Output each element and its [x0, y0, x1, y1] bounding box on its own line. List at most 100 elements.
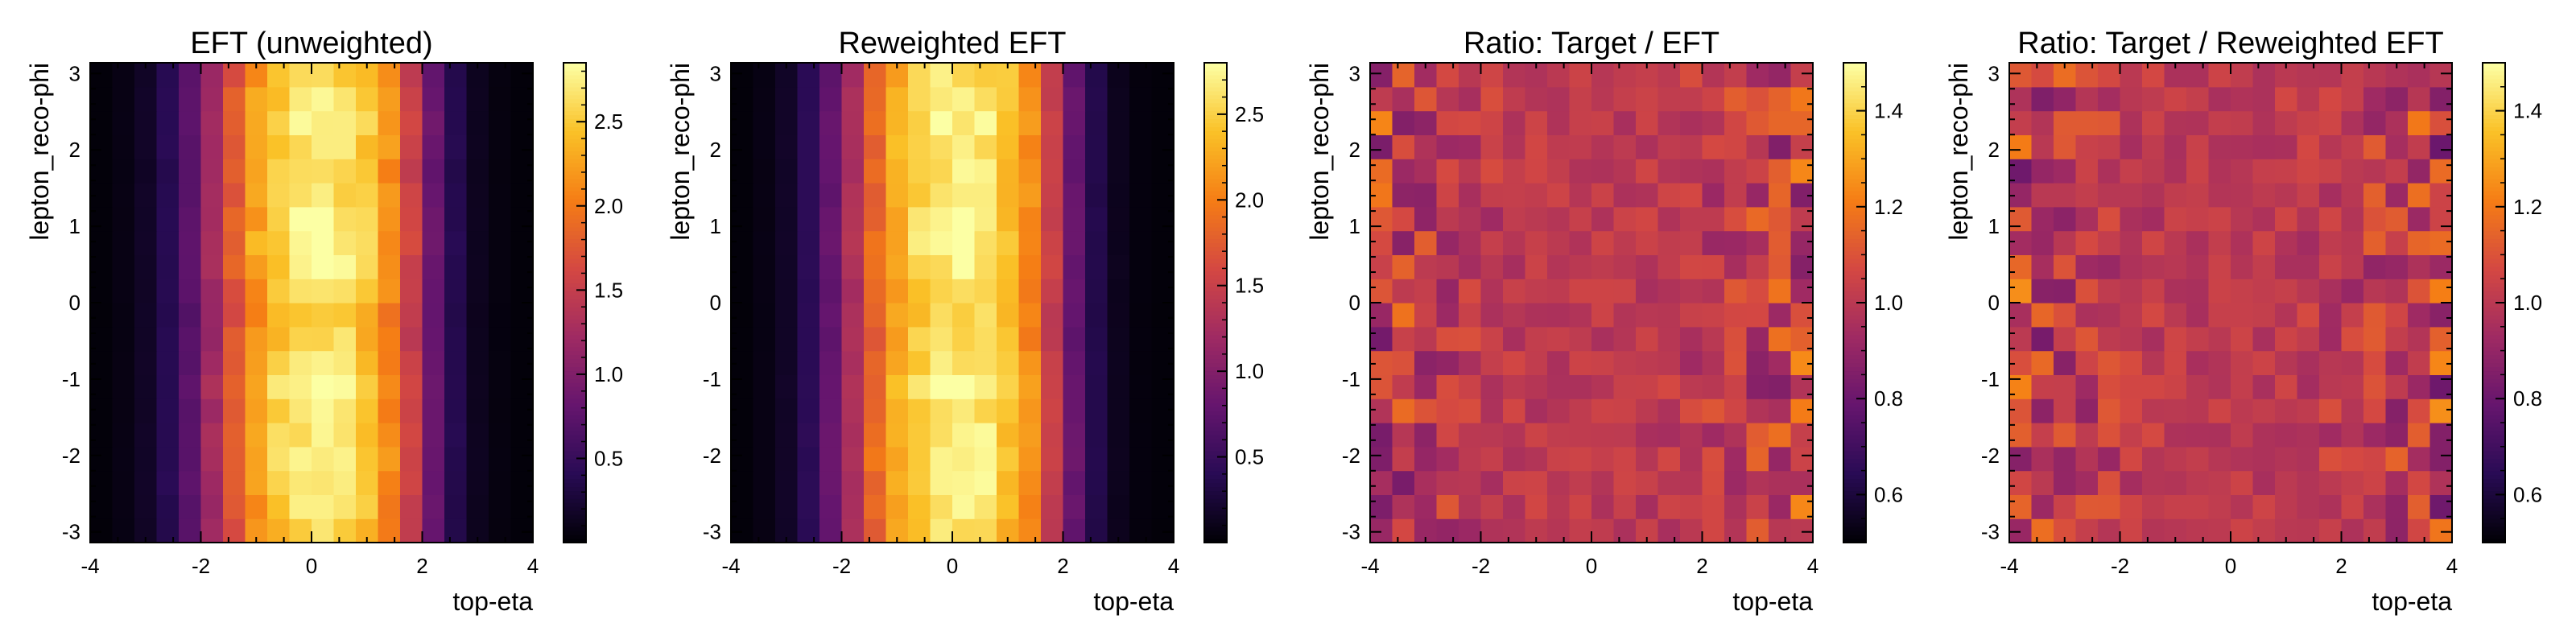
heatmap-cell	[930, 398, 953, 423]
heatmap-cell	[90, 159, 114, 184]
heatmap-cell	[134, 398, 158, 423]
heatmap-cell	[2408, 206, 2431, 232]
colorbar-segment	[2483, 450, 2505, 456]
heatmap-cell	[1702, 350, 1725, 375]
heatmap-cell	[400, 134, 423, 159]
heatmap-cell	[2341, 374, 2364, 399]
heatmap-cell	[2252, 398, 2276, 423]
heatmap-cell	[886, 303, 909, 328]
heatmap-cell	[112, 494, 135, 519]
heatmap-cell	[2252, 230, 2276, 255]
heatmap-cell	[775, 279, 799, 303]
heatmap-cell	[797, 398, 820, 423]
x-tick-label: 0	[947, 554, 958, 578]
heatmap-cell	[2319, 230, 2343, 255]
heatmap-cell	[378, 254, 401, 279]
heatmap-cell	[223, 494, 246, 519]
heatmap-cell	[245, 374, 268, 399]
heatmap-cell	[2164, 446, 2187, 472]
heatmap-cell	[1085, 470, 1108, 495]
heatmap-cell	[2408, 159, 2431, 184]
heatmap-cell	[2120, 374, 2143, 399]
heatmap-cell	[886, 494, 909, 519]
heatmap-cell	[1085, 110, 1108, 135]
colorbar-segment	[2483, 370, 2505, 375]
heatmap-cell	[886, 326, 909, 352]
colorbar-segment	[2483, 258, 2505, 263]
colorbar-segment	[564, 434, 586, 440]
heatmap-cell	[2120, 159, 2143, 184]
colorbar-segment	[2483, 402, 2505, 407]
heatmap-cell	[731, 134, 754, 159]
colorbar-segment	[2483, 287, 2505, 291]
heatmap-cell	[1018, 230, 1042, 255]
heatmap-cell	[1063, 326, 1086, 352]
heatmap-cell	[1525, 183, 1548, 208]
colorbar-segment	[2483, 411, 2505, 415]
heatmap-cell	[1480, 279, 1504, 303]
heatmap-cell	[489, 374, 512, 399]
colorbar-segment	[2483, 354, 2505, 360]
heatmap-cell	[1480, 230, 1504, 255]
heatmap-cell	[2142, 350, 2165, 375]
heatmap-cell	[2341, 398, 2364, 423]
heatmap-cell	[1547, 446, 1571, 472]
heatmap-cell	[1613, 254, 1637, 279]
heatmap-cell	[1790, 423, 1814, 448]
heatmap-cell	[1790, 446, 1814, 472]
heatmap-cell	[2341, 230, 2364, 255]
colorbar-segment	[2483, 494, 2505, 499]
heatmap-cell	[2319, 254, 2343, 279]
heatmap-cell	[1657, 423, 1681, 448]
heatmap-cell	[1041, 183, 1064, 208]
heatmap-cell	[1107, 350, 1130, 375]
heatmap-cell	[2385, 494, 2409, 519]
heatmap-cell	[356, 350, 379, 375]
colorbar-segment	[2483, 394, 2505, 399]
heatmap-cell	[2363, 326, 2387, 352]
colorbar-segment	[1204, 183, 1227, 188]
heatmap-cell	[1436, 279, 1459, 303]
heatmap-cell	[1151, 326, 1174, 352]
heatmap-cell	[1107, 230, 1130, 255]
heatmap-cell	[952, 350, 976, 375]
heatmap-cell	[134, 374, 158, 399]
heatmap-cell	[1790, 470, 1814, 495]
heatmap-cell	[1414, 206, 1438, 232]
colorbar-segment	[2483, 326, 2505, 332]
colorbar-segment	[1843, 90, 1866, 96]
heatmap-cell	[2231, 134, 2254, 159]
colorbar-segment	[1204, 106, 1227, 112]
colorbar-segment	[1843, 106, 1866, 112]
colorbar-segment	[2483, 458, 2505, 464]
heatmap-cell	[974, 350, 997, 375]
heatmap-cell	[2363, 254, 2387, 279]
heatmap-cell	[1702, 303, 1725, 328]
heatmap-cell	[1569, 183, 1592, 208]
colorbar-segment	[564, 291, 586, 295]
heatmap-cell	[908, 63, 931, 88]
heatmap-cell	[1392, 63, 1415, 88]
colorbar-segment	[564, 171, 586, 175]
colorbar-tick-label: 2.5	[594, 109, 623, 134]
heatmap-cell	[1547, 183, 1571, 208]
heatmap-cell	[1129, 494, 1153, 519]
heatmap-cell	[2164, 183, 2187, 208]
heatmap-cell	[1680, 254, 1703, 279]
colorbar-segment	[2483, 530, 2505, 535]
heatmap-cell	[179, 206, 202, 232]
heatmap-cell	[1525, 134, 1548, 159]
heatmap-cell	[2363, 206, 2387, 232]
heatmap-cell	[2208, 183, 2231, 208]
colorbar-frame	[563, 62, 587, 543]
heatmap-cell	[156, 206, 180, 232]
heatmap-cell	[200, 350, 224, 375]
heatmap-cell	[1702, 423, 1725, 448]
colorbar-segment	[1204, 330, 1227, 336]
colorbar-segment	[564, 234, 586, 240]
colorbar-segment	[2483, 155, 2505, 159]
heatmap-cell	[1591, 470, 1615, 495]
heatmap-cell	[1636, 254, 1659, 279]
heatmap-cell	[797, 63, 820, 88]
heatmap-cell	[179, 326, 202, 352]
